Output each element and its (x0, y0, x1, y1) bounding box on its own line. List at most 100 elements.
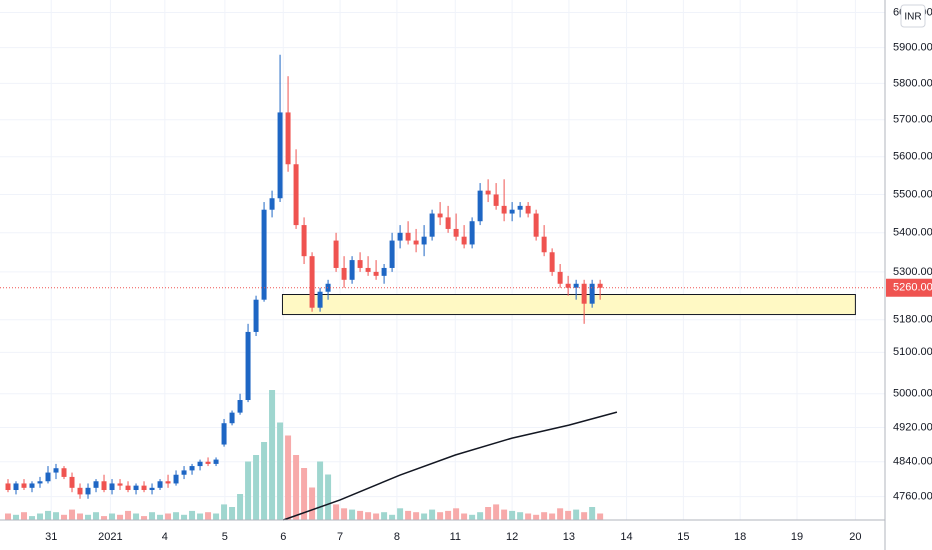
volume-bar (197, 513, 204, 520)
volume-bar (229, 507, 236, 520)
volume-bar (269, 390, 276, 520)
volume-bar (437, 512, 444, 520)
volume-bar (525, 513, 532, 520)
volume-bar (477, 512, 484, 520)
candle-body (53, 468, 59, 473)
volume-bar (429, 509, 436, 520)
volume-bar (61, 514, 68, 520)
volume-bar (21, 512, 28, 520)
candle-body (589, 283, 595, 304)
candle-body (69, 476, 75, 488)
volume-bar (485, 507, 492, 520)
candle-body (293, 164, 299, 226)
candle-body (157, 481, 163, 488)
candle-body (213, 459, 219, 464)
candle-body (357, 260, 363, 268)
candle-body (549, 252, 555, 272)
candle-body (405, 232, 411, 241)
volume-bar (133, 513, 140, 520)
volume-bar (541, 512, 548, 520)
volume-bar (165, 513, 172, 520)
candle-body (325, 283, 331, 292)
volume-bar (245, 461, 252, 520)
candle-body (349, 260, 355, 280)
candle-body (13, 483, 19, 491)
candle-body (117, 483, 123, 486)
candle-body (165, 481, 171, 484)
volume-bar (109, 513, 116, 520)
x-tick-label: 15 (677, 531, 689, 543)
last-price-box (886, 278, 932, 297)
candle-body (469, 221, 475, 245)
candle-body (29, 483, 35, 488)
x-tick-label: 20 (849, 531, 861, 543)
candle-body (573, 283, 579, 288)
volume-bar (565, 510, 572, 520)
candle-body (197, 461, 203, 467)
candle-body (453, 228, 459, 237)
candle-body (485, 190, 491, 195)
y-tick-label: 5800.00 (893, 77, 932, 89)
candle-body (37, 481, 43, 484)
volume-bar (69, 509, 76, 520)
x-tick-label: 13 (563, 531, 575, 543)
candle-body (517, 205, 523, 210)
candle-body (245, 331, 251, 401)
candle-body (85, 487, 91, 495)
volume-bar (237, 494, 244, 520)
x-tick-label: 31 (45, 531, 57, 543)
y-tick-label: 5300.00 (893, 266, 932, 278)
volume-bar (373, 513, 380, 520)
candle-body (205, 461, 211, 464)
x-tick-label: 8 (394, 531, 400, 543)
candle-body (309, 256, 315, 308)
volume-bar (221, 504, 228, 520)
candle-body (533, 213, 539, 237)
x-tick-label: 7 (337, 531, 343, 543)
support-zone (281, 294, 856, 316)
volume-bar (533, 514, 540, 520)
volume-bar (189, 510, 196, 520)
volume-bar (405, 510, 412, 520)
candle-body (421, 236, 427, 245)
volume-bar (77, 513, 84, 520)
candle-body (581, 283, 587, 304)
volume-bar (285, 435, 292, 520)
y-tick-label: 5000.00 (893, 388, 932, 400)
y-tick-label: 5700.00 (893, 114, 932, 126)
candle-body (461, 236, 467, 245)
candle-body (189, 466, 195, 471)
candle-body (381, 267, 387, 276)
candle-body (557, 271, 563, 284)
candle-body (373, 271, 379, 276)
x-tick-label: 11 (450, 531, 461, 543)
last-price-label: 5260.00 (893, 282, 932, 294)
candle-body (101, 481, 107, 491)
candle-body (133, 485, 139, 491)
volume-bar (309, 487, 316, 520)
volume-bar (573, 509, 580, 520)
x-tick-label: 4 (162, 531, 168, 543)
volume-bar (517, 512, 524, 520)
volume-bar (117, 514, 124, 520)
volume-bar (493, 504, 500, 520)
candle-body (501, 205, 507, 214)
candle-body (445, 217, 451, 229)
volume-bar (421, 513, 428, 520)
volume-bar (501, 509, 508, 520)
candle-body (397, 232, 403, 241)
candle-body (5, 483, 11, 491)
volume-bar (413, 512, 420, 520)
volume-bar (469, 514, 476, 520)
candle-body (301, 225, 307, 257)
candle-body (389, 240, 395, 268)
currency-button[interactable] (900, 4, 926, 28)
candle-body (493, 194, 499, 206)
volume-bar (357, 510, 364, 520)
candle-body (261, 209, 267, 300)
volume-bar (397, 508, 404, 520)
x-tick-label: 6 (280, 531, 286, 543)
y-tick-label: 5100.00 (893, 346, 932, 358)
